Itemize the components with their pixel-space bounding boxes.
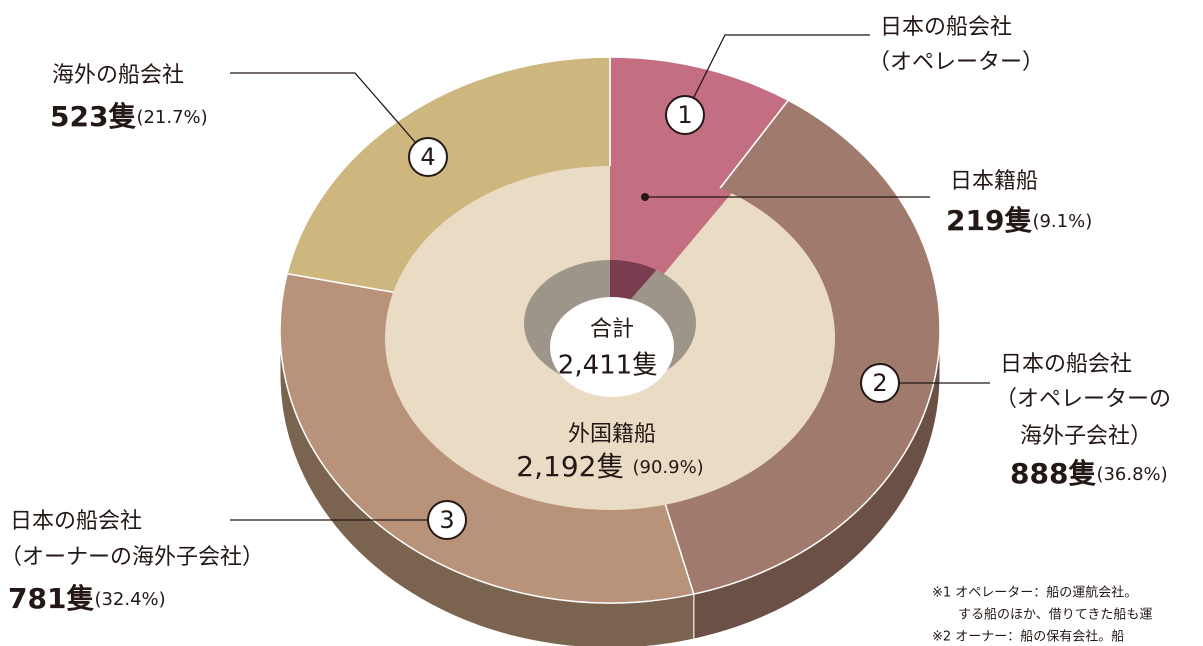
marker-number: 1: [677, 101, 692, 129]
value-label: 523隻(21.7%): [50, 100, 208, 133]
label: 外国籍船: [568, 422, 656, 447]
value-label: 781隻(32.4%): [8, 582, 166, 615]
marker-circle: [860, 363, 900, 403]
markers: 1 2 3 4: [408, 95, 900, 540]
label: 日本の船会社: [10, 509, 142, 534]
label: 日本の船会社: [880, 15, 1012, 40]
leader-dot: [641, 193, 649, 201]
note: ※2 オーナー：船の保有会社。船: [932, 629, 1124, 645]
label: （オペレーターの: [995, 387, 1171, 412]
share-label: (36.8%): [1096, 464, 1167, 485]
share-label: (32.4%): [94, 589, 165, 610]
value-label: 781隻: [8, 582, 94, 615]
leader-line: [684, 34, 870, 116]
marker-circle: [665, 95, 705, 135]
value-label: 888隻(36.8%): [1010, 457, 1168, 490]
share-label: (9.1%): [1032, 211, 1092, 232]
marker-number: 4: [420, 143, 435, 171]
label: 日本籍船: [950, 169, 1038, 194]
marker-number: 3: [439, 506, 454, 534]
share-label: (21.7%): [136, 107, 207, 128]
value-label: 523隻: [50, 100, 136, 133]
label: （オーナーの海外子会社）: [0, 545, 264, 570]
total-label: 合計: [590, 317, 634, 342]
label: 日本の船会社: [1000, 352, 1132, 377]
label: 海外の船会社: [52, 63, 184, 88]
pie: [279, 56, 941, 646]
value-label: 2,192隻 (90.9%): [516, 450, 703, 483]
value-label: 2,192隻: [516, 450, 624, 483]
label: 海外子会社）: [1020, 424, 1152, 449]
value-label: 219隻(9.1%): [946, 204, 1092, 237]
total-value: 2,411隻: [558, 351, 658, 381]
marker-circle: [408, 137, 448, 177]
share-label: (90.9%): [632, 457, 703, 478]
marker-circle: [427, 500, 467, 540]
center-disc: [550, 297, 674, 397]
label: （オペレーター）: [868, 50, 1044, 75]
marker-number: 2: [872, 369, 887, 397]
value-label: 219隻: [946, 204, 1032, 237]
note: する船のほか、借りてきた船も運: [958, 608, 1152, 623]
value-label: 888隻: [1010, 457, 1096, 490]
leader-line: [230, 72, 429, 158]
note: ※1 オペレーター：船の運航会社。: [932, 585, 1137, 601]
